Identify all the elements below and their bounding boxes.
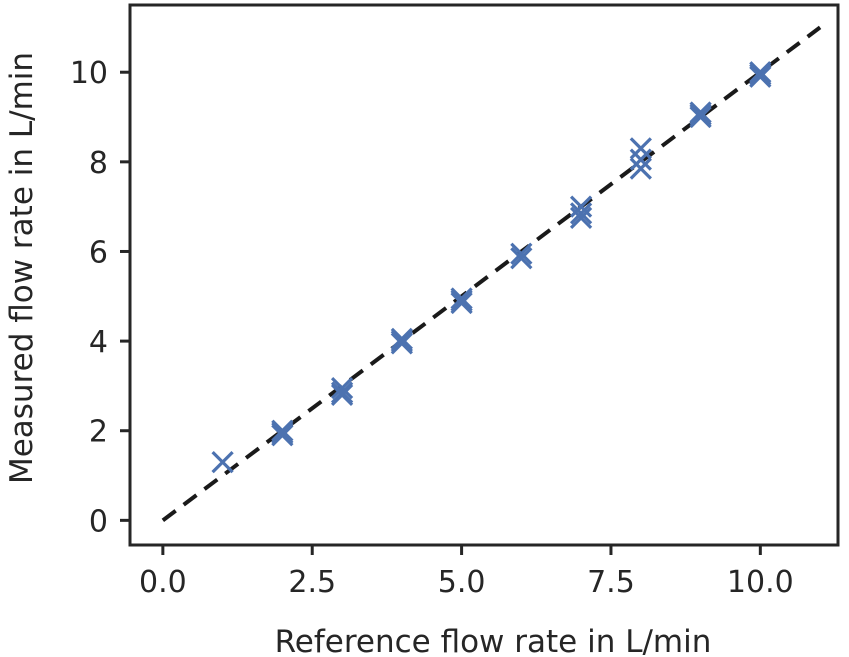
data-point bbox=[450, 287, 473, 310]
data-point-stroke bbox=[629, 157, 652, 180]
y-tick-label: 10 bbox=[70, 56, 108, 91]
x-axis-title: Reference flow rate in L/min bbox=[275, 624, 712, 657]
data-point-stroke bbox=[569, 206, 593, 229]
y-axis-title: Measured flow rate in L/min bbox=[4, 52, 40, 484]
x-tick-label: 2.5 bbox=[288, 565, 336, 600]
data-point-stroke bbox=[749, 61, 772, 84]
y-tick-label: 6 bbox=[89, 235, 108, 270]
data-point bbox=[330, 377, 354, 400]
data-point-stroke bbox=[271, 419, 294, 442]
y-tick-label: 8 bbox=[89, 146, 108, 181]
data-point-stroke bbox=[330, 383, 354, 407]
data-point bbox=[330, 383, 354, 407]
data-point-stroke bbox=[629, 148, 652, 171]
data-point bbox=[510, 242, 533, 265]
data-point bbox=[271, 424, 294, 447]
data-point bbox=[271, 419, 294, 442]
data-point bbox=[569, 202, 593, 225]
data-point-stroke bbox=[330, 377, 354, 400]
x-tick-label: 0.0 bbox=[139, 565, 187, 600]
reference-line bbox=[161, 25, 822, 522]
data-point bbox=[629, 137, 652, 160]
x-tick-label: 7.5 bbox=[587, 565, 635, 600]
y-tick-label: 2 bbox=[89, 415, 108, 450]
data-point-stroke bbox=[569, 202, 593, 225]
data-point-stroke bbox=[450, 287, 473, 310]
data-point bbox=[450, 291, 473, 315]
y-tick-label: 4 bbox=[89, 325, 108, 360]
data-point bbox=[749, 61, 772, 84]
y-tick-label: 0 bbox=[89, 504, 108, 539]
data-point-stroke bbox=[390, 332, 413, 355]
x-tick-label: 10.0 bbox=[727, 565, 794, 600]
data-point bbox=[749, 65, 772, 88]
data-point bbox=[569, 206, 593, 229]
data-point-stroke bbox=[211, 450, 234, 474]
data-point-stroke bbox=[271, 424, 294, 447]
data-point bbox=[390, 332, 413, 355]
x-tick-label: 5.0 bbox=[438, 565, 486, 600]
data-point-stroke bbox=[450, 291, 473, 315]
data-point-stroke bbox=[749, 65, 772, 88]
data-point-stroke bbox=[510, 247, 533, 270]
data-point-stroke bbox=[390, 327, 413, 350]
data-point bbox=[629, 157, 652, 180]
data-point bbox=[510, 247, 533, 270]
data-point bbox=[390, 327, 413, 350]
data-point bbox=[629, 148, 652, 171]
axes-layer: 0.0 2.5 5.0 7.5 10.0 0 2 4 6 8 10 bbox=[70, 3, 840, 600]
data-point-stroke bbox=[689, 105, 712, 129]
data-points-layer bbox=[211, 61, 772, 474]
data-point bbox=[689, 105, 712, 129]
reference-line-layer bbox=[161, 25, 822, 522]
data-point-stroke bbox=[510, 242, 533, 265]
plot-frame bbox=[128, 3, 840, 547]
data-point bbox=[211, 450, 234, 474]
